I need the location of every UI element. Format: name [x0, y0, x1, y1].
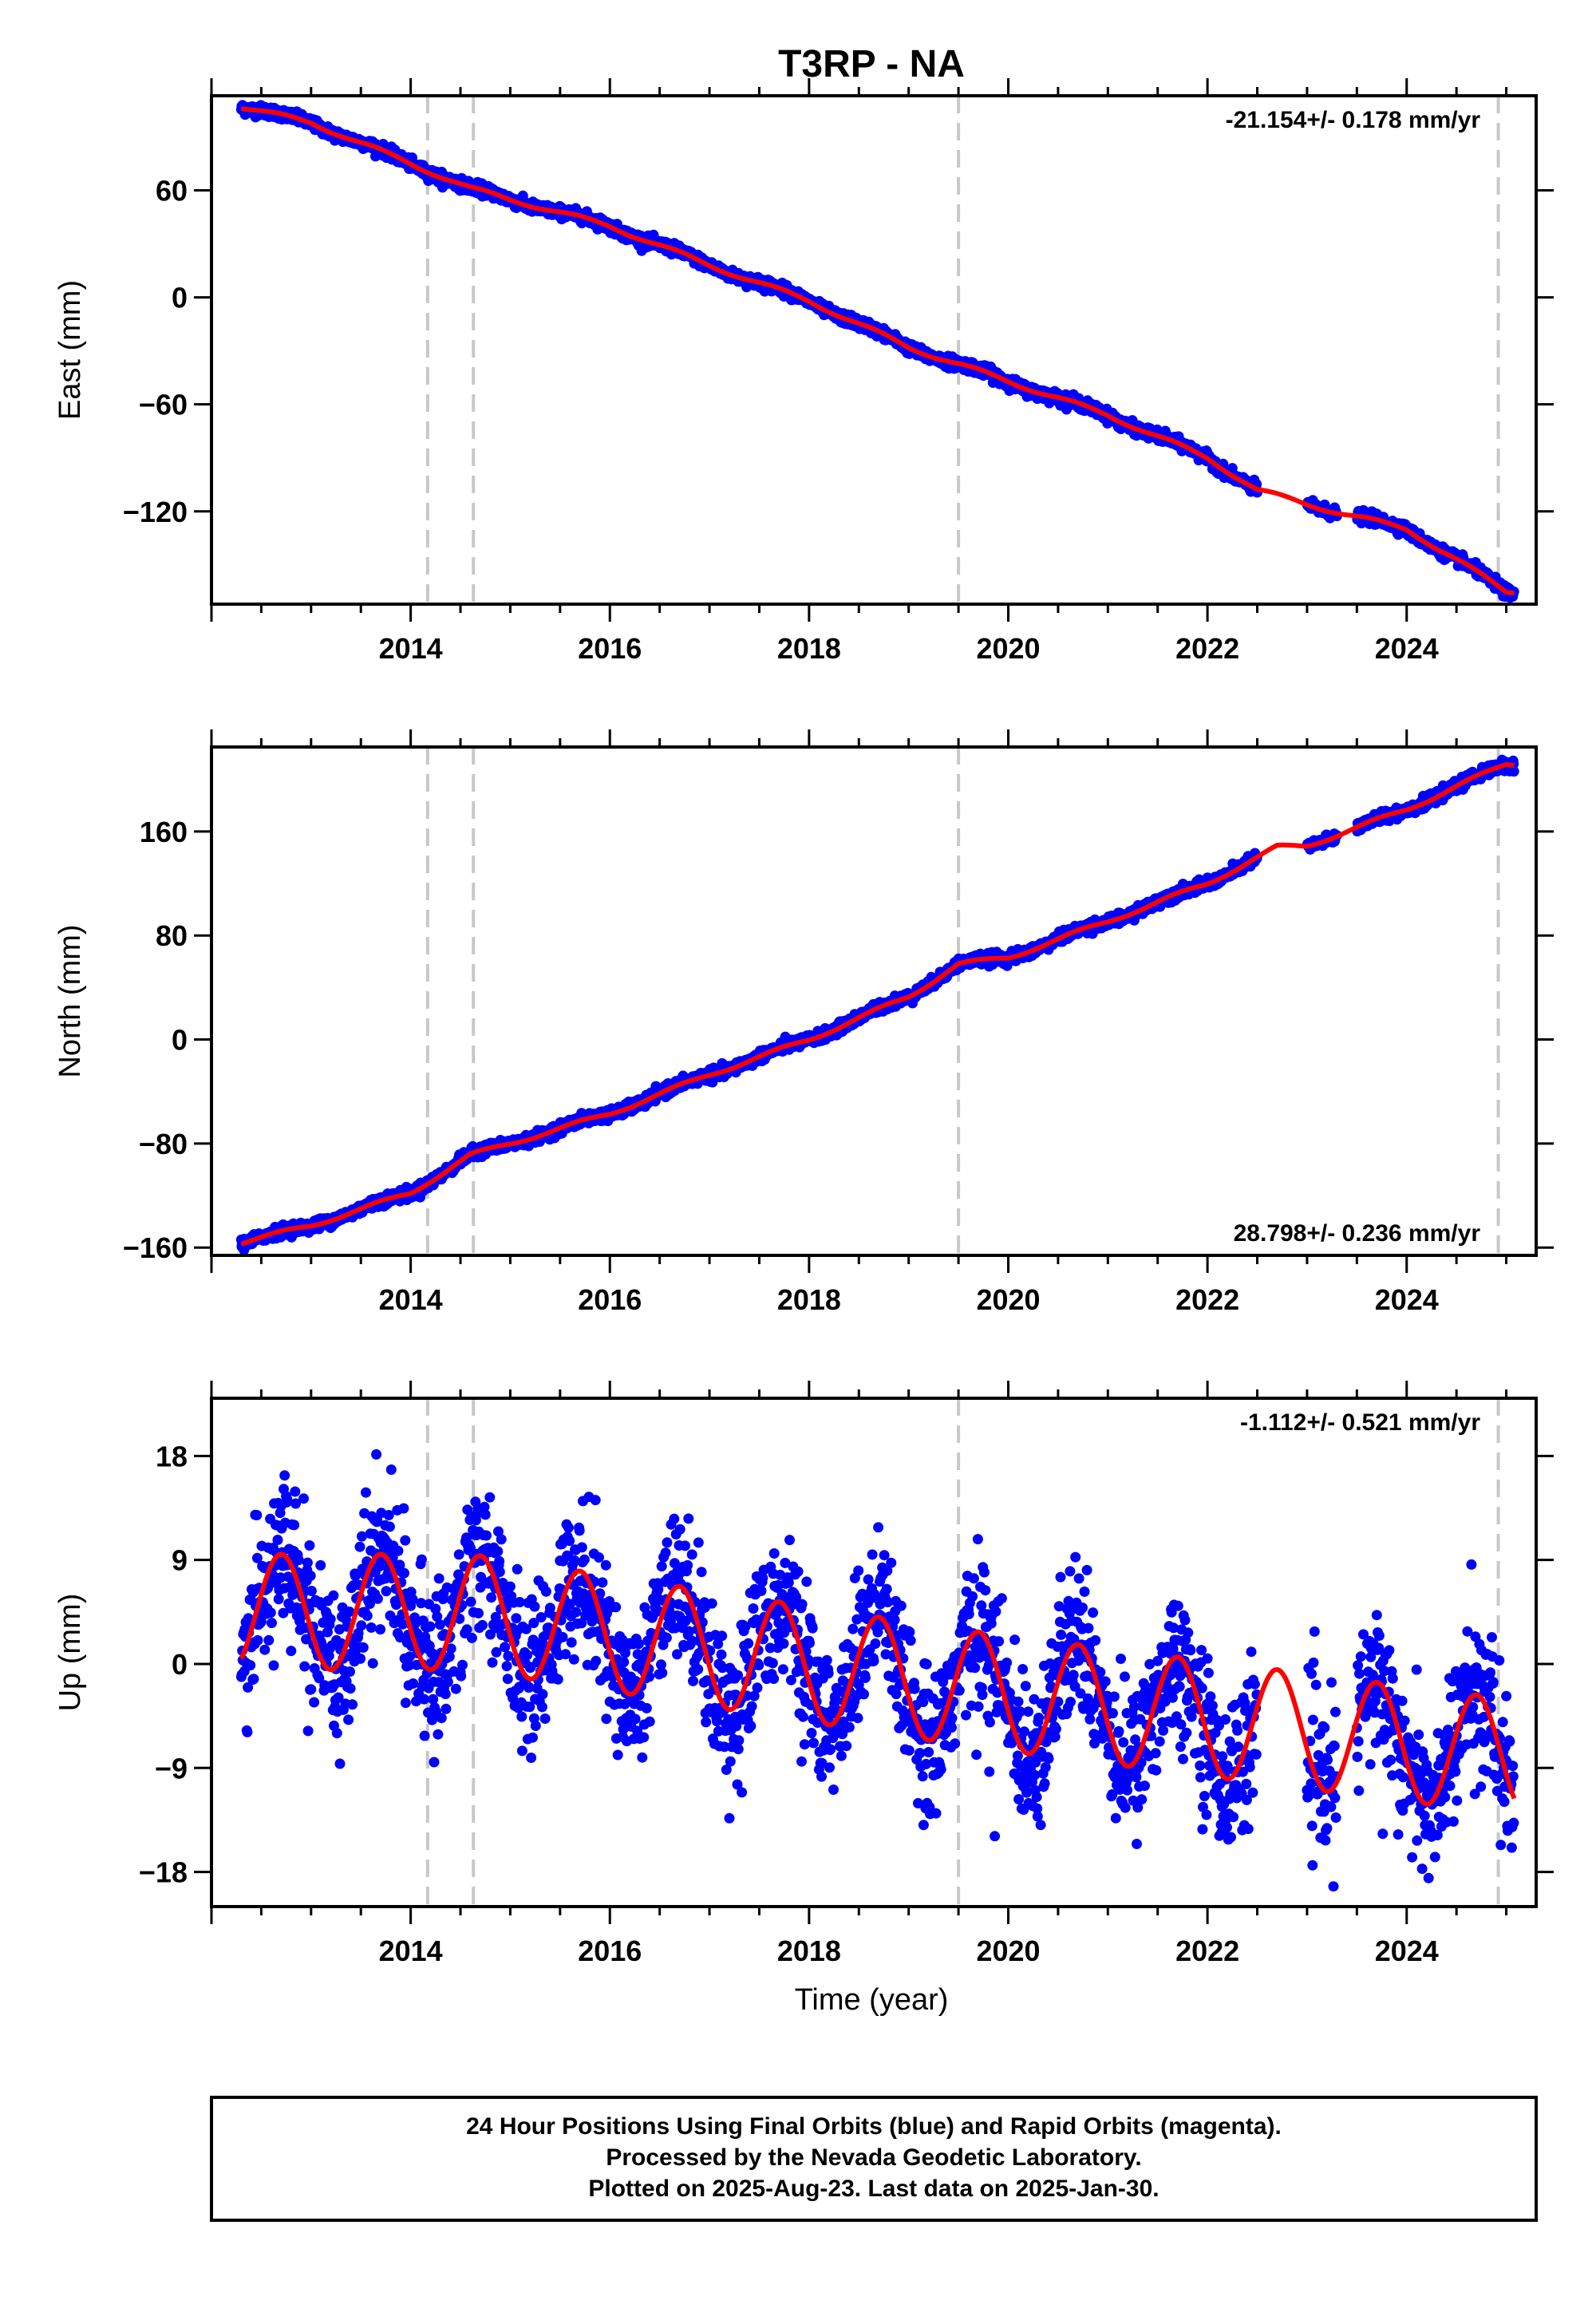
- y-tick-label: 0: [172, 282, 188, 314]
- model-fit-line-east: [240, 106, 1515, 596]
- y-axis-label-east: East (mm): [53, 280, 87, 420]
- y-tick-label: −120: [123, 496, 188, 528]
- panel-north: 2014 2016 2018 2020 2022 2024160800−80−160Nor…: [53, 729, 1554, 1316]
- panel-east: 2014 2016 2018 2020 2022 2024 60 0 −60 −120 East (…: [53, 78, 1554, 665]
- y-tick-label: 60: [156, 174, 188, 207]
- rate-text-east: -21.154+/- 0.178 mm/yr: [1226, 107, 1481, 133]
- x-tick-label: 2014: [379, 632, 443, 665]
- x-tick-label: 2018: [777, 632, 841, 665]
- y-tick-label: −60: [139, 389, 188, 421]
- plot-frame-east: [210, 94, 1538, 606]
- x-tick-label: 2020: [976, 632, 1040, 665]
- x-tick-label: 2016: [578, 632, 642, 665]
- x-tick-label: 2022: [1175, 632, 1239, 665]
- chart-title: T3RP - NA: [778, 43, 965, 85]
- x-tick-label: 2024: [1375, 632, 1439, 665]
